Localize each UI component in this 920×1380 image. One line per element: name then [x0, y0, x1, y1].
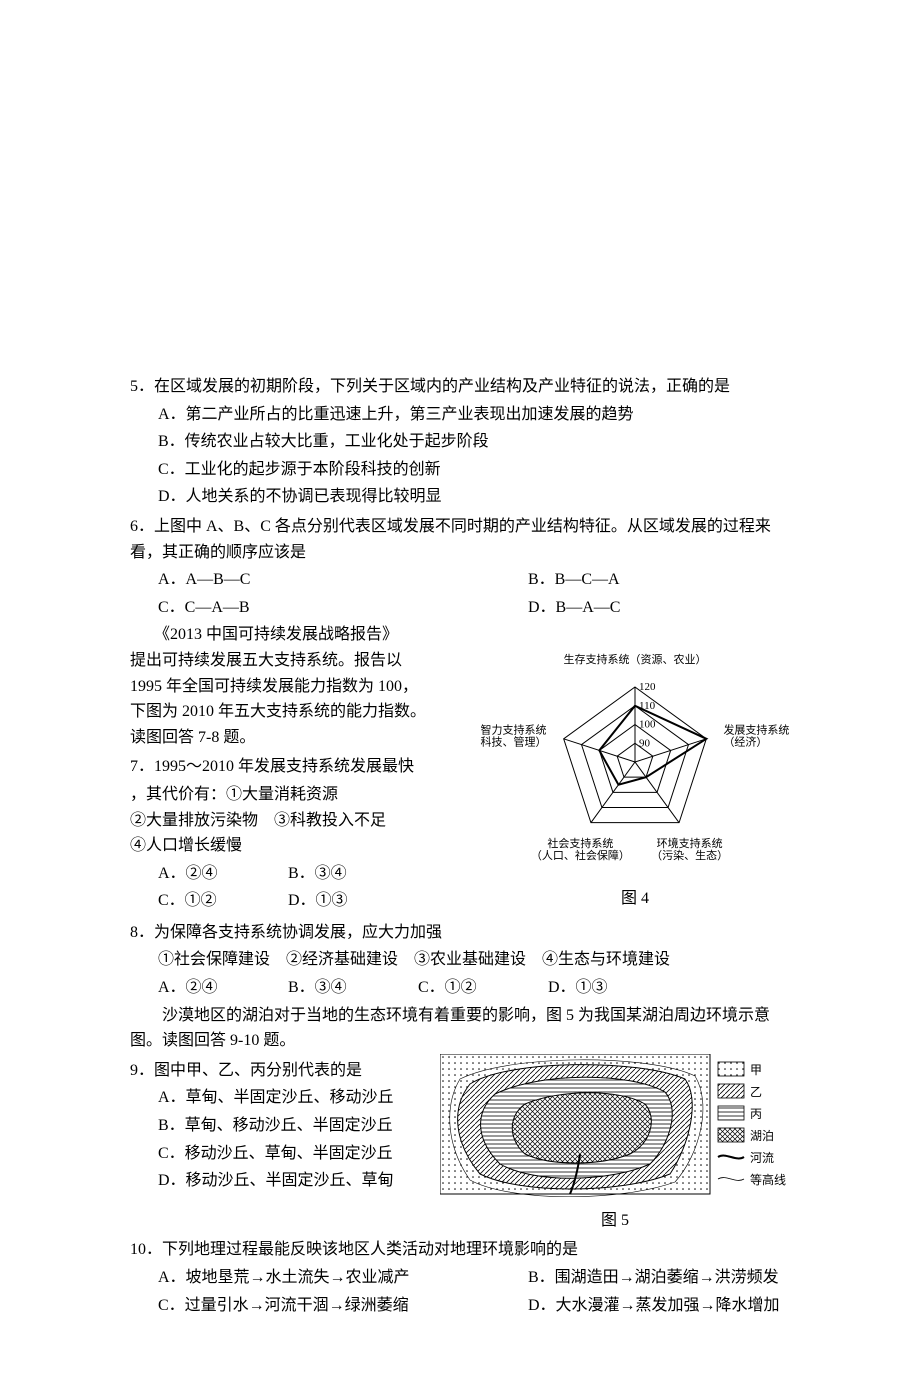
svg-text:甲: 甲 — [750, 1063, 762, 1077]
q6-opt-c: C．C—A—B — [130, 595, 528, 621]
q5-stem: 5．在区域发展的初期阶段，下列关于区域内的产业结构及产业特征的说法，正确的是 — [130, 374, 790, 400]
svg-text:环境支持系统: 环境支持系统 — [657, 837, 723, 851]
svg-text:（经济）: （经济） — [723, 735, 767, 749]
radar-chart: 90 100 110 120 生存支持系统（资源、农业） 发展支持系统（经济） 环境支持系统… — [480, 622, 790, 882]
q10-opt-b: B．围湖造田→湖泊萎缩→洪涝频发 — [528, 1265, 790, 1291]
q6-opt-b: B．B—C—A — [528, 567, 790, 593]
intro7-l4: 下图为 2010 年五大支持系统的能力指数。 — [130, 699, 480, 725]
q7-stem4: ④人口增长缓慢 — [130, 833, 480, 859]
q7-opt-c: C．①② — [158, 888, 288, 914]
svg-text:湖泊: 湖泊 — [750, 1128, 774, 1143]
svg-text:生存支持系统（资源、农业）: 生存支持系统（资源、农业） — [564, 652, 707, 666]
q6-opt-d: D．B—A—C — [528, 595, 790, 621]
q8-opt-a: A．②④ — [158, 975, 288, 1001]
q10-opt-a: A．坡地垦荒→水土流失→农业减产 — [130, 1265, 528, 1291]
q8-stem: 8．为保障各支持系统协调发展，应大力加强 — [130, 920, 790, 946]
svg-text:（人口、社会保障）: （人口、社会保障） — [531, 849, 630, 863]
svg-text:发展支持系统: 发展支持系统 — [723, 723, 789, 737]
q10-opt-c: C．过量引水→河流干涸→绿洲萎缩 — [130, 1293, 528, 1319]
q8-opt-d: D．①③ — [548, 975, 678, 1001]
svg-text:丙: 丙 — [750, 1107, 762, 1121]
q8-opt-c: C．①② — [418, 975, 548, 1001]
intro9: 沙漠地区的湖泊对于当地的生态环境有着重要的影响，图 5 为我国某湖泊周边环境示意… — [130, 1003, 790, 1054]
q9-opt-a: A．草甸、半固定沙丘、移动沙丘 — [130, 1085, 440, 1111]
q5-opt-c: C．工业化的起步源于本阶段科技的创新 — [130, 457, 790, 483]
svg-text:90: 90 — [639, 738, 651, 750]
q7-opt-a: A．②④ — [158, 861, 288, 887]
intro7-l2: 提出可持续发展五大支持系统。报告以 — [130, 648, 480, 674]
q7-opt-b: B．③④ — [288, 861, 418, 887]
q5-opt-d: D．人地关系的不协调已表现得比较明显 — [130, 484, 790, 510]
intro7-l1: 《2013 中国可持续发展战略报告》 — [130, 622, 480, 648]
q7-stem2: ，其代价有：①大量消耗资源 — [130, 782, 480, 808]
q5-opt-a: A．第二产业所占的比重迅速上升，第三产业表现出加速发展的趋势 — [130, 402, 790, 428]
svg-text:110: 110 — [639, 700, 656, 712]
q10-opt-d: D．大水漫灌→蒸发加强→降水增加 — [528, 1293, 790, 1319]
svg-text:100: 100 — [639, 719, 656, 731]
q10-stem: 10．下列地理过程最能反映该地区人类活动对地理环境影响的是 — [130, 1237, 790, 1263]
q7-opt-d: D．①③ — [288, 888, 418, 914]
svg-text:乙: 乙 — [750, 1085, 762, 1099]
intro7-l3: 1995 年全国可持续发展能力指数为 100， — [130, 674, 480, 700]
svg-text:智力支持系统: 智力支持系统 — [481, 723, 547, 737]
q9-opt-c: C．移动沙丘、草甸、半固定沙丘 — [130, 1141, 440, 1167]
q9-stem: 9．图中甲、乙、丙分别代表的是 — [130, 1058, 440, 1084]
svg-text:（污染、生态）: （污染、生态） — [651, 849, 728, 863]
svg-text:等高线: 等高线 — [750, 1172, 786, 1187]
q8-sub: ①社会保障建设 ②经济基础建设 ③农业基础建设 ④生态与环境建设 — [130, 947, 790, 973]
q9-opt-d: D．移动沙丘、半固定沙丘、草甸 — [130, 1168, 440, 1194]
fig4-label: 图 4 — [480, 886, 790, 912]
q6-opt-a: A．A—B—C — [130, 567, 528, 593]
q9-opt-b: B．草甸、移动沙丘、半固定沙丘 — [130, 1113, 440, 1139]
svg-text:河流: 河流 — [750, 1151, 774, 1165]
q7-stem1: 7．1995～2010 年发展支持系统发展最快 — [130, 754, 480, 780]
svg-text:120: 120 — [639, 681, 656, 693]
lake-map: 甲乙丙湖泊河流等高线 — [440, 1054, 790, 1204]
q6-stem: 6．上图中 A、B、C 各点分别代表区域发展不同时期的产业结构特征。从区域发展的… — [130, 514, 790, 565]
q8-opt-b: B．③④ — [288, 975, 418, 1001]
svg-text:社会支持系统: 社会支持系统 — [547, 837, 613, 851]
q7-stem3: ②大量排放污染物 ③科教投入不足 — [130, 808, 480, 834]
q5-opt-b: B．传统农业占较大比重，工业化处于起步阶段 — [130, 429, 790, 455]
intro7-l5: 读图回答 7-8 题。 — [130, 725, 480, 751]
fig5-label: 图 5 — [440, 1208, 790, 1234]
svg-text:（教育、科技、管理）: （教育、科技、管理） — [480, 735, 547, 749]
